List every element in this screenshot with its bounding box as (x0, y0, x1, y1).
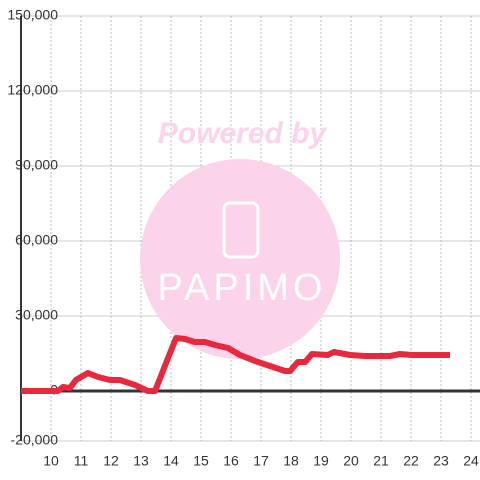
y-tick-label: 90,000 (15, 157, 58, 173)
y-tick-label: 150,000 (7, 7, 58, 23)
x-tick-label: 16 (223, 453, 239, 469)
x-tick-label: 10 (43, 453, 59, 469)
x-tick-label: 15 (193, 453, 209, 469)
x-tick-label: 20 (343, 453, 359, 469)
watermark-text: Powered by (158, 117, 328, 150)
x-tick-label: 13 (133, 453, 149, 469)
y-tick-label: 30,000 (15, 307, 58, 323)
watermark-logo: PAPIMO (158, 267, 327, 309)
x-tick-label: 23 (433, 453, 449, 469)
x-tick-label: 14 (163, 453, 179, 469)
x-tick-label: 24 (463, 453, 479, 469)
x-tick-label: 17 (253, 453, 269, 469)
plot: -20,000030,00060,00090,000120,000150,000… (7, 7, 480, 469)
y-tick-label: 60,000 (15, 232, 58, 248)
line (21, 335, 450, 394)
x-tick-label: 18 (283, 453, 299, 469)
x-tick-label: 21 (373, 453, 389, 469)
watermark: Powered by PAPIMO (140, 117, 340, 359)
x-tick-label: 22 (403, 453, 419, 469)
watermark-circle (140, 159, 340, 359)
x-tick-label: 11 (74, 453, 89, 469)
y-tick-label: -20,000 (11, 432, 59, 448)
watermark-phone (222, 201, 260, 259)
x-tick-label: 19 (313, 453, 329, 469)
x-tick-label: 12 (103, 453, 119, 469)
y-tick-label: 120,000 (7, 82, 58, 98)
